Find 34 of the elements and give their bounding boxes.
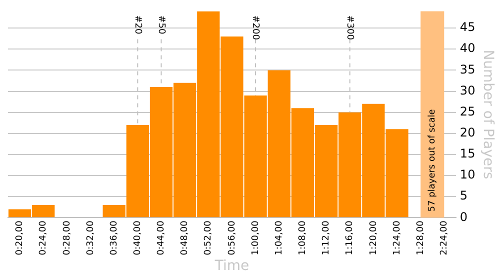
x-tick-label: 0:44,00	[156, 220, 167, 256]
x-tick-label: 1:20,00	[368, 220, 379, 256]
y-tick-label: 35	[460, 62, 476, 76]
annotation: #50	[156, 15, 166, 34]
x-tick-label: 0:32,00	[86, 220, 96, 256]
x-tick-label: 0:28,00	[62, 220, 72, 256]
x-tick-label: 1:24,00	[392, 220, 402, 256]
x-tick-label: 0:36,00	[109, 220, 120, 256]
y-tick-label: 40	[460, 41, 476, 56]
x-tick-label: 1:08,00	[298, 220, 308, 256]
y-tick-label: 15	[460, 146, 476, 161]
y-tick-label: 45	[460, 20, 476, 34]
y-tick-label: 20	[460, 126, 476, 140]
x-tick-label: 1:28,00	[416, 220, 426, 256]
x-tick-label: 0:48,00	[180, 220, 190, 256]
y-tick-label: 25	[460, 104, 476, 118]
x-tick-label: 0:20,00	[15, 220, 26, 256]
y-tick-label: 0	[460, 210, 468, 224]
x-tick-label: 0:52,00	[204, 220, 214, 256]
annotation: #20	[132, 15, 142, 34]
x-tick-label: 1:12,00	[322, 220, 332, 256]
y-tick-label: 5	[460, 188, 468, 203]
x-tick-label: 0:40,00	[133, 220, 144, 256]
annotation: #300	[344, 15, 354, 40]
annotation: #200	[250, 15, 260, 40]
x-tick-label: 1:16,00	[345, 220, 356, 256]
x-tick-label: 2:24,00	[439, 220, 450, 256]
y-tick-label: 30	[460, 83, 476, 98]
x-tick-label: 1:04,00	[274, 220, 284, 256]
x-tick-label: 1:00,00	[250, 220, 261, 256]
y-tick-label: 10	[460, 168, 476, 182]
x-tick-label: 0:24,00	[38, 220, 49, 256]
x-tick-label: 0:56,00	[227, 220, 238, 256]
band-label: 57 players out of scale	[428, 108, 438, 212]
